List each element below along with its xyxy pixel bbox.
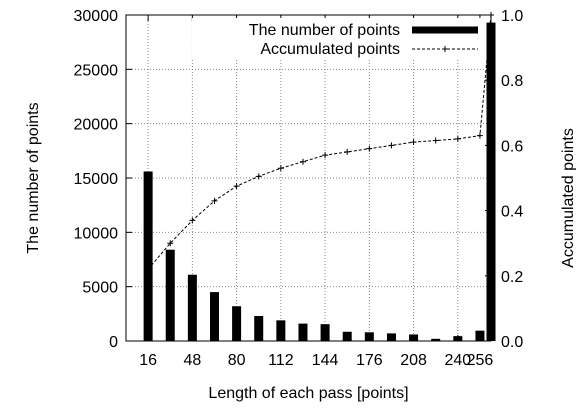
y-tick-label: 30000 <box>74 8 119 25</box>
legend-marker <box>442 46 448 52</box>
legend-swatch-line-marker <box>442 46 448 52</box>
x-tick-label: 144 <box>312 352 339 369</box>
line-point <box>277 165 284 172</box>
x-tick-label: 48 <box>183 352 201 369</box>
x-tick-label: 80 <box>228 352 246 369</box>
bar <box>143 171 153 341</box>
y2-tick-label: 0.6 <box>501 138 523 155</box>
legend: The number of points Accumulated points <box>192 18 484 60</box>
x-tick-label: 208 <box>400 352 427 369</box>
x-tick-label: 112 <box>268 352 294 369</box>
line-series <box>145 12 494 273</box>
bar <box>254 316 264 341</box>
line-point <box>233 183 240 190</box>
bar <box>232 306 242 341</box>
y-tick-label: 0 <box>109 334 118 351</box>
bar <box>187 274 197 341</box>
x-tick-label: 16 <box>139 352 157 369</box>
x-axis-title: Length of each pass [points] <box>208 385 408 402</box>
grid <box>126 15 491 341</box>
bar <box>298 323 308 341</box>
bar <box>276 320 286 341</box>
y2-tick-label: 0.2 <box>501 269 523 286</box>
y2-tick-label: 0.0 <box>501 334 523 351</box>
legend-label-bars: The number of points <box>249 22 400 39</box>
line-point <box>322 152 329 159</box>
y2-tick-label: 0.4 <box>501 204 523 221</box>
y2-tick-label: 1.0 <box>501 8 523 25</box>
y-tick-label: 25000 <box>74 62 119 79</box>
x-tick-label: 240 <box>444 352 471 369</box>
line-point <box>145 266 152 273</box>
y-tick-label: 15000 <box>74 171 119 188</box>
y-tick-label: 5000 <box>82 280 118 297</box>
y2-axis-title: Accumulated points <box>560 128 576 268</box>
line-point <box>476 132 483 139</box>
bar <box>320 324 330 341</box>
line-point <box>189 217 196 224</box>
bar <box>342 331 352 341</box>
line-point <box>410 139 417 146</box>
bar <box>386 333 396 341</box>
line-point <box>366 145 373 152</box>
bar <box>165 249 175 341</box>
line-point <box>432 137 439 144</box>
y-axis-title: The number of points <box>25 102 42 253</box>
y-tick-label: 20000 <box>74 117 119 134</box>
line-point <box>454 135 461 142</box>
y-tick-label: 10000 <box>74 225 119 242</box>
line-point <box>388 142 395 149</box>
y2-tick-label: 0.8 <box>501 73 523 90</box>
line-point <box>255 173 262 180</box>
bar-series <box>143 22 496 342</box>
bar <box>431 338 441 341</box>
line-point <box>344 148 351 155</box>
line-point <box>211 197 218 204</box>
legend-label-line: Accumulated points <box>260 41 400 58</box>
line-point <box>299 158 306 165</box>
legend-background <box>192 18 484 60</box>
x-tick-label: 256 <box>467 352 494 369</box>
line-point <box>167 240 174 247</box>
axes: 0 5000 10000 15000 20000 25000 30000 0.0 0.2 0.4 0… <box>74 8 524 369</box>
x-tick-label: 176 <box>356 352 383 369</box>
bar <box>209 292 219 341</box>
